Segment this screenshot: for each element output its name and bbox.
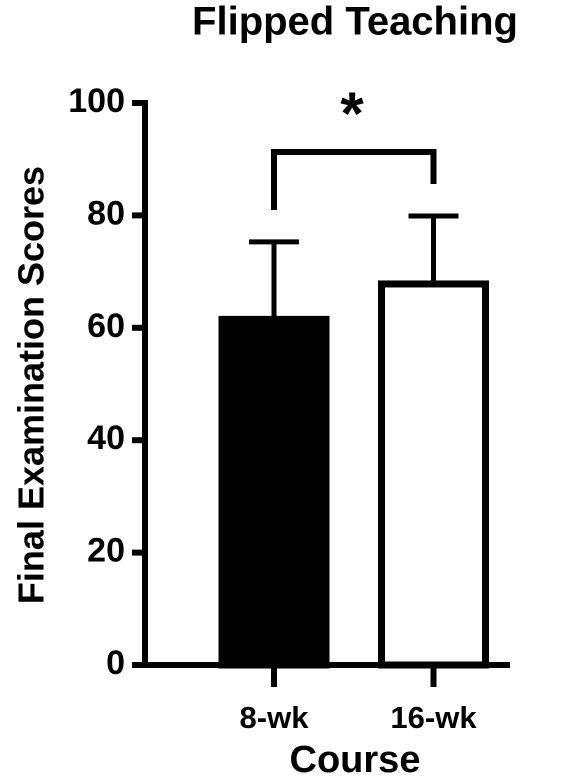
significance-marker: *: [340, 80, 364, 147]
y-tick-label: 80: [87, 194, 125, 232]
bar: [378, 280, 489, 669]
chart-title: Flipped Teaching: [192, 0, 518, 44]
y-tick-label: 0: [106, 644, 125, 682]
y-tick-label: 60: [87, 307, 125, 345]
x-axis-title: Course: [290, 739, 421, 781]
x-tick-label: 8-wk: [240, 700, 310, 735]
bar: [218, 315, 330, 669]
y-tick-label: 20: [87, 532, 125, 570]
y-tick-label: 100: [68, 82, 125, 120]
y-axis-title: Final Examination Scores: [11, 166, 52, 604]
x-tick-label: 16-wk: [390, 700, 477, 735]
y-tick-label: 40: [87, 419, 125, 457]
significance-bracket: [271, 149, 437, 210]
